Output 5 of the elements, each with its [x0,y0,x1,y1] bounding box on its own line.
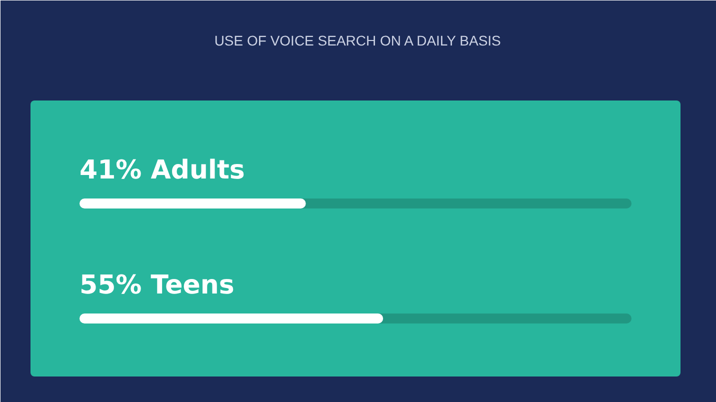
data-label: 41% [80,156,142,186]
y-tick-label: Adults [150,156,245,186]
chart-title: USE OF VOICE SEARCH ON A DAILY BASIS [214,32,501,48]
y-tick-label: Teens [150,270,234,300]
data-label: 55% [80,270,142,300]
